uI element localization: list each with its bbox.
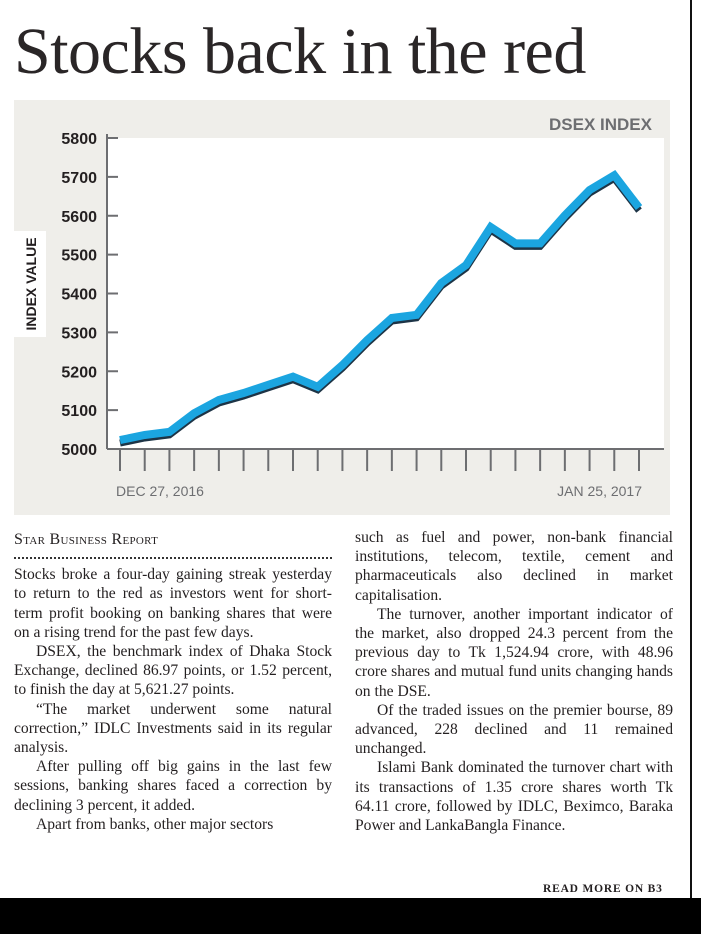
x-label-last: JAN 25, 2017 xyxy=(557,483,642,499)
article-paragraph: such as fuel and power, non-bank financi… xyxy=(355,529,673,604)
y-tick-label: 5200 xyxy=(61,364,97,381)
article-left-column: Star Business Report Stocks broke a four… xyxy=(14,530,332,834)
byline: Star Business Report xyxy=(14,531,159,548)
chart-svg: DSEX INDEX 5000 5100 5200 5300 5400 5500 5600 57… xyxy=(14,115,664,499)
series-line-dsex xyxy=(119,170,643,444)
page-footer-bar xyxy=(0,898,701,934)
dotted-divider xyxy=(14,557,332,560)
article-paragraph: Islami Bank dominated the turnover chart… xyxy=(355,759,673,835)
article-paragraph: Of the traded issues on the premier bour… xyxy=(355,701,673,758)
y-label-bg xyxy=(14,231,46,337)
y-axis-label: INDEX VALUE xyxy=(23,237,39,330)
article-paragraph: Apart from banks, other major sectors xyxy=(36,815,274,833)
article-paragraph: The turnover, another important indicato… xyxy=(355,605,673,700)
chart-title: DSEX INDEX xyxy=(549,115,653,134)
headline: Stocks back in the red xyxy=(14,15,586,88)
article-paragraph: DSEX, the benchmark index of Dhaka Stock… xyxy=(14,643,332,699)
article-paragraph: After pulling off big gains in the last … xyxy=(14,758,332,814)
column-rule xyxy=(690,0,692,898)
read-more-link[interactable]: READ MORE ON B3 xyxy=(543,883,663,895)
y-tick-label: 5800 xyxy=(61,131,97,148)
plot-area xyxy=(107,138,664,449)
article-paragraph: Stocks broke a four-day gaining streak y… xyxy=(14,566,332,641)
x-label-first: DEC 27, 2016 xyxy=(116,483,204,499)
y-tick-label: 5400 xyxy=(61,287,97,304)
y-tick-label: 5000 xyxy=(61,442,97,459)
y-tick-label: 5600 xyxy=(61,209,97,226)
dsex-chart: DSEX INDEX 5000 5100 5200 5300 5400 5500 5600 57… xyxy=(14,100,670,515)
article-right-column: such as fuel and power, non-bank financi… xyxy=(355,528,673,835)
y-tick-label: 5300 xyxy=(61,325,97,342)
article-paragraph: “The market underwent some natural corre… xyxy=(14,700,332,757)
y-tick-label: 5500 xyxy=(61,248,97,265)
y-tick-label: 5700 xyxy=(61,170,97,187)
y-tick-label: 5100 xyxy=(61,403,97,420)
